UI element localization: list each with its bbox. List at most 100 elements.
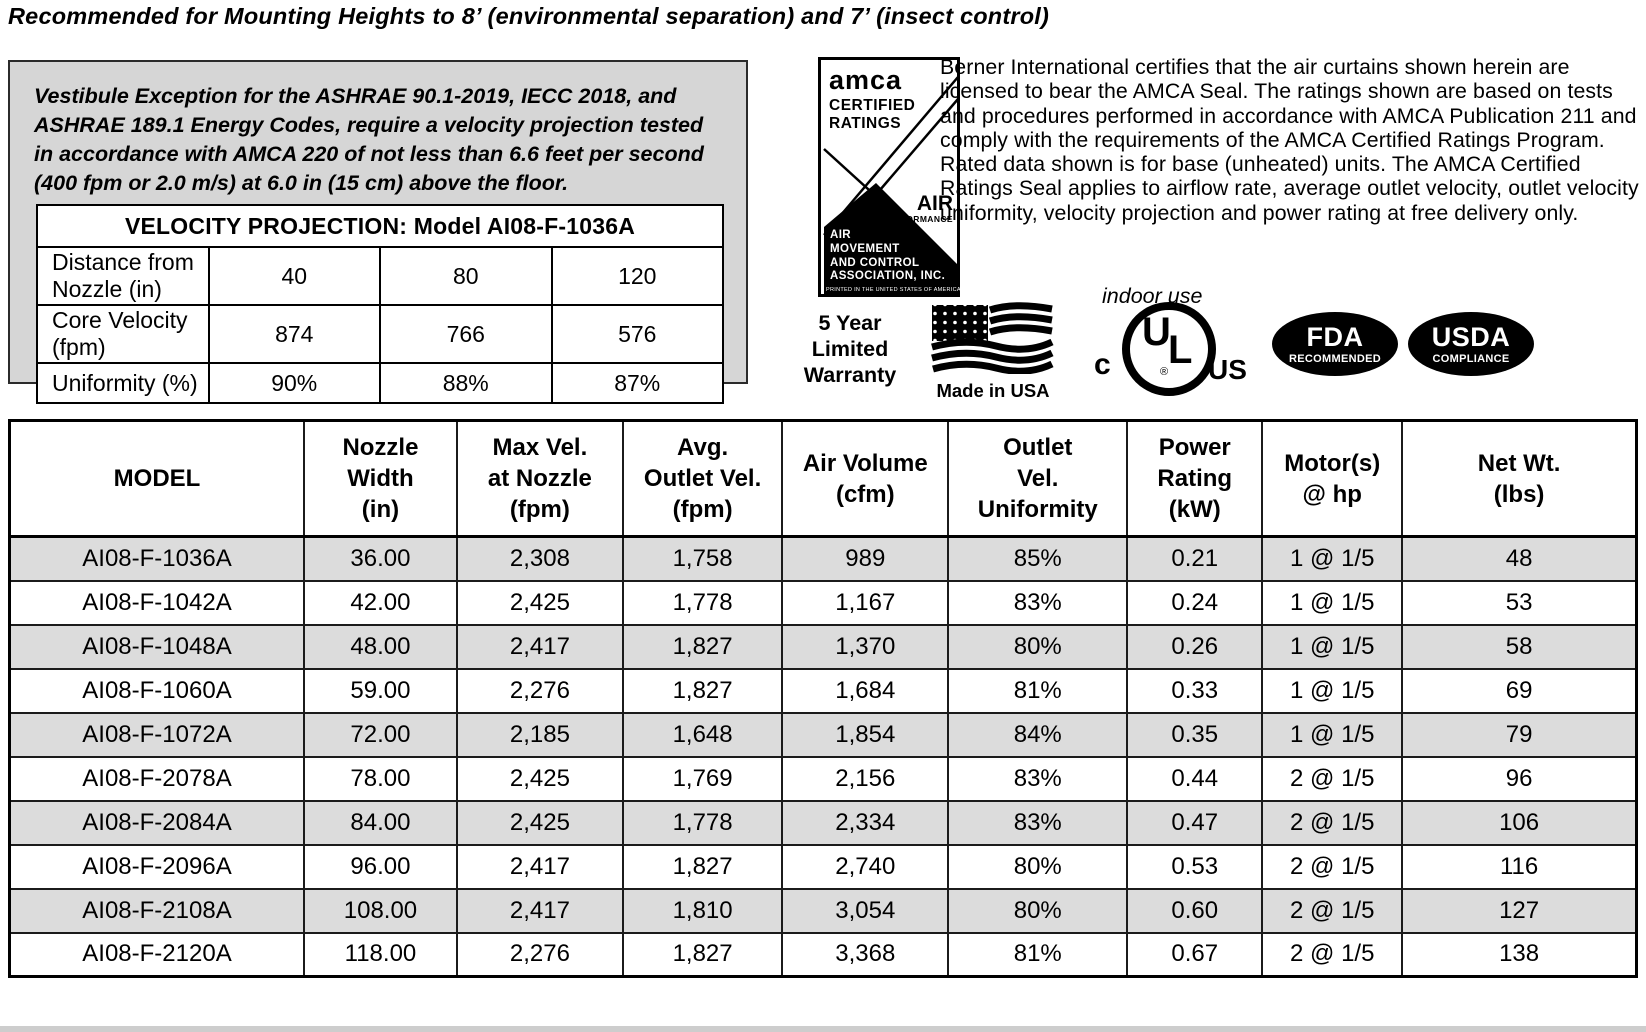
spec-cell: 2,425 <box>455 755 624 802</box>
spec-column-header: Avg. Outlet Vel. (fpm) <box>621 419 784 538</box>
spec-cell: 58 <box>1401 623 1638 670</box>
spec-cell: 0.67 <box>1126 931 1264 978</box>
spec-cell: 2,425 <box>455 579 624 626</box>
spec-row: AI08-F-1060A 59.00 2,276 1,827 1,684 81% 0.33 1… <box>8 667 1638 714</box>
velocity-value: 40 <box>207 246 381 306</box>
spec-cell: 1,167 <box>781 579 950 626</box>
spec-cell: 0.44 <box>1126 755 1264 802</box>
page-edge-strip <box>0 1026 1646 1032</box>
spec-cell: 0.35 <box>1126 711 1264 758</box>
spec-row: AI08-F-2084A 84.00 2,425 1,778 2,334 83% 0.47 2… <box>8 799 1638 846</box>
spec-cell: 3,054 <box>781 887 950 934</box>
amca-wordmark: amca <box>829 65 903 95</box>
warranty-badge: 5 Year Limited Warranty <box>803 311 897 387</box>
spec-model-cell: AI08-F-1042A <box>8 579 305 626</box>
spec-header-row: MODEL Nozzle Width (in) Max Vel. at Nozzle… <box>8 419 1638 538</box>
amca-air-label: AIR <box>916 192 953 215</box>
spec-cell: 2 @ 1/5 <box>1261 931 1404 978</box>
spec-cell: 96.00 <box>302 843 458 890</box>
spec-cell: 59.00 <box>302 667 458 714</box>
amca-association-label: AIR MOVEMENT AND CONTROL ASSOCIATION, IN… <box>830 229 946 283</box>
spec-model-cell: AI08-F-2108A <box>8 887 305 934</box>
spec-cell: 80% <box>947 843 1129 890</box>
spec-row: AI08-F-2108A 108.00 2,417 1,810 3,054 80% 0.60… <box>8 887 1638 934</box>
usa-flag-icon <box>931 302 1054 375</box>
spec-cell: 1 @ 1/5 <box>1261 535 1404 582</box>
velocity-value: 120 <box>550 246 724 306</box>
spec-cell: 48 <box>1401 535 1638 582</box>
spec-cell: 1 @ 1/5 <box>1261 623 1404 670</box>
velocity-table-body: VELOCITY PROJECTION: Model AI08-F-1036A … <box>36 204 724 404</box>
velocity-row: Core Velocity (fpm) 874 766 576 <box>36 304 724 364</box>
spec-cell: 48.00 <box>302 623 458 670</box>
vestibule-exception-text: Vestibule Exception for the ASHRAE 90.1-… <box>34 84 704 195</box>
amca-seal-graphic <box>818 57 960 297</box>
velocity-value: 576 <box>550 304 724 364</box>
fda-sub-label: RECOMMENDED <box>1289 352 1381 365</box>
spec-cell: 2,417 <box>455 843 624 890</box>
spec-row: AI08-F-1036A 36.00 2,308 1,758 989 85% 0.21 1 @… <box>8 535 1638 582</box>
spec-cell: 2,276 <box>455 931 624 978</box>
spec-cell: 1,854 <box>781 711 950 758</box>
spec-cell: 2,156 <box>781 755 950 802</box>
spec-cell: 108.00 <box>302 887 458 934</box>
spec-cell: 1 @ 1/5 <box>1261 579 1404 626</box>
spec-cell: 1,827 <box>621 931 784 978</box>
spec-cell: 2 @ 1/5 <box>1261 799 1404 846</box>
fda-recommended-badge: FDA RECOMMENDED <box>1272 312 1398 376</box>
spec-cell: 2 @ 1/5 <box>1261 887 1404 934</box>
amca-certified-ratings-seal: amca CERTIFIED RATINGS AIR PERFORMANCE A… <box>818 57 961 297</box>
ul-canada-label: c <box>1094 348 1111 381</box>
spec-column-header: Max Vel. at Nozzle (fpm) <box>455 419 624 538</box>
usda-label: USDA <box>1431 321 1511 352</box>
spec-row: AI08-F-2120A 118.00 2,276 1,827 3,368 81% 0.67… <box>8 931 1638 978</box>
spec-row: AI08-F-1048A 48.00 2,417 1,827 1,370 80% 0.26 1… <box>8 623 1638 670</box>
spec-row: AI08-F-2096A 96.00 2,417 1,827 2,740 80% 0.53 2… <box>8 843 1638 890</box>
spec-column-header: Net Wt. (lbs) <box>1401 419 1638 538</box>
spec-model-cell: AI08-F-1072A <box>8 711 305 758</box>
velocity-value: 80 <box>379 246 553 306</box>
spec-cell: 0.24 <box>1126 579 1264 626</box>
spec-cell: 36.00 <box>302 535 458 582</box>
spec-cell: 81% <box>947 667 1129 714</box>
spec-model-cell: AI08-F-2120A <box>8 931 305 978</box>
model-spec-table: MODEL Nozzle Width (in) Max Vel. at Nozzle… <box>8 419 1638 978</box>
spec-cell: 2,425 <box>455 799 624 846</box>
spec-cell: 69 <box>1401 667 1638 714</box>
velocity-value: 87% <box>550 362 724 404</box>
spec-column-header: MODEL <box>8 419 305 538</box>
spec-model-cell: AI08-F-2084A <box>8 799 305 846</box>
fda-label: FDA <box>1306 321 1364 352</box>
velocity-table-title-row: VELOCITY PROJECTION: Model AI08-F-1036A <box>36 204 724 248</box>
spec-row: AI08-F-1042A 42.00 2,425 1,778 1,167 83% 0.24 1… <box>8 579 1638 626</box>
velocity-projection-table: VELOCITY PROJECTION: Model AI08-F-1036A … <box>36 204 724 404</box>
spec-cell: 127 <box>1401 887 1638 934</box>
spec-cell: 84% <box>947 711 1129 758</box>
velocity-value: 766 <box>379 304 553 364</box>
spec-cell: 1,827 <box>621 667 784 714</box>
ul-listed-icon: U L ® c US <box>1086 300 1256 402</box>
spec-cell: 3,368 <box>781 931 950 978</box>
spec-model-cell: AI08-F-2096A <box>8 843 305 890</box>
spec-cell: 81% <box>947 931 1129 978</box>
vestibule-exception-box: Vestibule Exception for the ASHRAE 90.1-… <box>8 60 748 404</box>
spec-cell: 0.47 <box>1126 799 1264 846</box>
velocity-table-title: VELOCITY PROJECTION: Model AI08-F-1036A <box>36 204 724 248</box>
velocity-row: Uniformity (%) 90% 88% 87% <box>36 362 724 404</box>
spec-cell: 0.60 <box>1126 887 1264 934</box>
spec-cell: 2,417 <box>455 623 624 670</box>
spec-cell: 0.26 <box>1126 623 1264 670</box>
velocity-row-label: Uniformity (%) <box>36 362 210 404</box>
amca-printed-label: PRINTED IN THE UNITED STATES OF AMERICA <box>826 287 961 293</box>
spec-cell: 83% <box>947 755 1129 802</box>
spec-cell: 1 @ 1/5 <box>1261 667 1404 714</box>
spec-model-cell: AI08-F-2078A <box>8 755 305 802</box>
ul-letter-l: L <box>1168 328 1193 372</box>
spec-cell: 83% <box>947 579 1129 626</box>
spec-cell: 1,648 <box>621 711 784 758</box>
spec-cell: 85% <box>947 535 1129 582</box>
spec-cell: 1,827 <box>621 623 784 670</box>
spec-cell: 80% <box>947 623 1129 670</box>
spec-cell: 78.00 <box>302 755 458 802</box>
